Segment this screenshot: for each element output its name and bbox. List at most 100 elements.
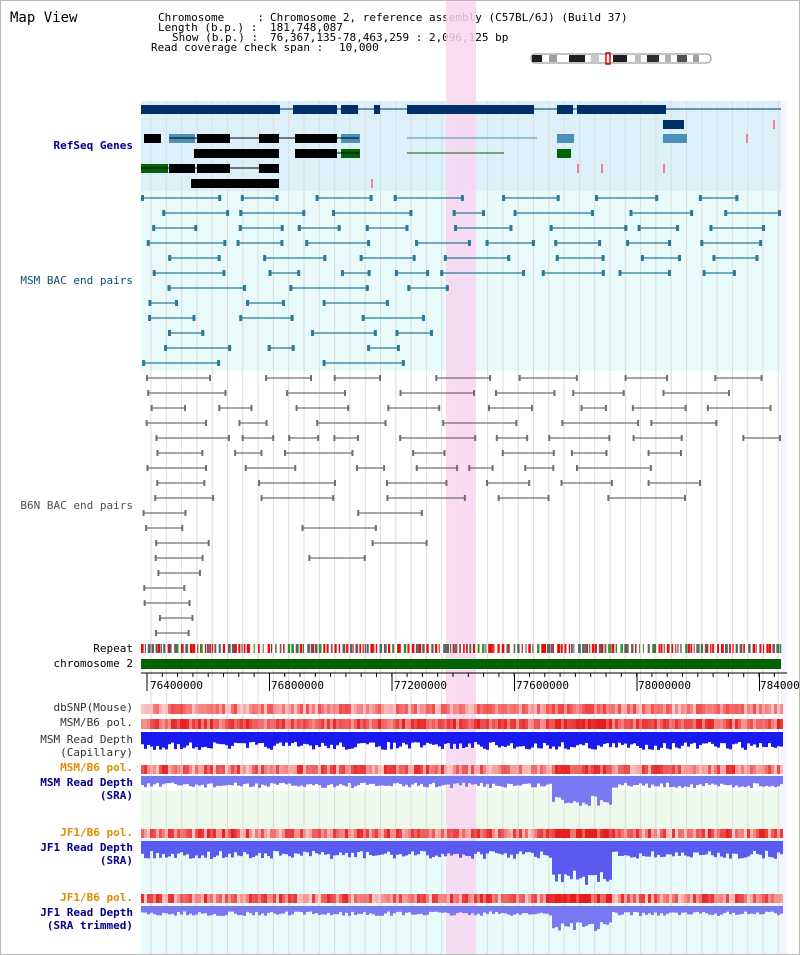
repeat-element bbox=[270, 644, 273, 653]
dbsnp-heat-cell bbox=[144, 704, 147, 714]
msm-capillary-depth-bar bbox=[393, 732, 396, 743]
msm-sra-depth-bar bbox=[366, 776, 369, 785]
jf1-b6-pol-2-heat-cell bbox=[375, 894, 378, 903]
dbsnp-heat-cell bbox=[738, 704, 741, 714]
msm-b6-pol-2-heat-cell bbox=[669, 765, 672, 774]
msm-sra-depth-bar bbox=[168, 776, 171, 784]
dbsnp-heat-cell bbox=[756, 704, 759, 714]
length-value: 181,748,087 bbox=[270, 21, 343, 34]
msm-bac-end bbox=[676, 225, 680, 231]
jf1-sra-trimmed-depth-bar bbox=[387, 906, 390, 912]
jf1-b6-pol-2-heat-cell bbox=[771, 894, 774, 903]
repeat-element bbox=[768, 644, 772, 653]
msm-capillary-depth-bar bbox=[453, 732, 456, 744]
dbsnp-heat-cell bbox=[354, 704, 357, 714]
jf1-sra-depth-bar bbox=[687, 841, 690, 857]
dbsnp-heat-cell bbox=[174, 704, 177, 714]
track-label-msm-bac[interactable]: MSM BAC end pairs bbox=[20, 274, 133, 287]
msm-bac-end bbox=[152, 270, 156, 276]
msm-b6-pol-2-heat-cell bbox=[690, 765, 693, 774]
dbsnp-heat-cell bbox=[195, 704, 198, 714]
msm-capillary-depth-bar bbox=[600, 732, 603, 747]
jf1-b6-pol-heat-cell bbox=[492, 829, 495, 838]
msm-capillary-depth-bar bbox=[630, 732, 633, 745]
dbsnp-heat-cell bbox=[264, 704, 267, 714]
msm-b6-pol-2-heat-cell bbox=[519, 765, 522, 774]
b6n-bac-end bbox=[310, 375, 313, 381]
track-label-refseq[interactable]: RefSeq Genes bbox=[53, 139, 133, 152]
msm-sra-depth-bar bbox=[612, 776, 615, 788]
msm-sra-depth-bar bbox=[408, 776, 411, 788]
repeat-element bbox=[717, 644, 720, 653]
jf1-sra-trimmed-depth-bar bbox=[318, 906, 321, 916]
jf1-sra-trimmed-depth-bar bbox=[510, 906, 513, 916]
b6n-bac-end bbox=[157, 570, 160, 576]
jf1-b6-pol-heat-cell bbox=[729, 829, 732, 838]
jf1-b6-pol-heat-cell bbox=[651, 829, 654, 838]
jf1-sra-trimmed-depth-bar bbox=[627, 906, 630, 913]
b6n-bac-end bbox=[561, 420, 564, 426]
track-label-b6n-bac[interactable]: B6N BAC end pairs bbox=[20, 499, 133, 512]
jf1-b6-pol-heat-cell bbox=[564, 829, 567, 838]
jf1-sra-depth-bar bbox=[417, 841, 420, 855]
msm-b6-pol-heat-cell bbox=[690, 719, 693, 729]
jf1-b6-pol-heat-cell bbox=[288, 829, 291, 838]
b6n-bac-end bbox=[145, 525, 148, 531]
chromosome-ideogram[interactable] bbox=[1, 1, 800, 81]
b6n-bac-end bbox=[379, 375, 382, 381]
msm-b6-pol-heat-cell bbox=[672, 719, 675, 729]
jf1-b6-pol-heat-cell bbox=[321, 829, 324, 838]
jf1-b6-pol-2-heat-cell bbox=[363, 894, 366, 903]
dbsnp-heat-cell bbox=[561, 704, 564, 714]
jf1-sra-depth-bar bbox=[612, 841, 615, 852]
msm-sra-depth-bar bbox=[291, 776, 294, 786]
repeat-element bbox=[591, 644, 595, 653]
repeat-element bbox=[262, 644, 264, 653]
msm-bac-end bbox=[168, 255, 172, 261]
msm-sra-depth-bar bbox=[618, 776, 621, 785]
msm-capillary-depth-bar bbox=[279, 732, 282, 743]
ideogram-band bbox=[693, 55, 699, 62]
jf1-sra-depth-bar bbox=[276, 841, 279, 852]
jf1-sra-depth-bar bbox=[720, 841, 723, 857]
jf1-sra-trimmed-depth-bar bbox=[396, 906, 399, 912]
repeat-element bbox=[724, 644, 728, 653]
msm-b6-pol-heat-cell bbox=[453, 719, 456, 729]
jf1-b6-pol-2-heat-cell bbox=[159, 894, 162, 903]
msm-bac-end bbox=[429, 330, 433, 336]
msm-sra-depth-bar bbox=[780, 776, 783, 785]
jf1-b6-pol-2-heat-cell bbox=[264, 894, 267, 903]
jf1-sra-trimmed-depth-bar bbox=[672, 906, 675, 913]
msm-b6-pol-heat-cell bbox=[447, 719, 450, 729]
jf1-sra-depth-bar bbox=[351, 841, 354, 853]
msm-capillary-depth-bar bbox=[327, 732, 330, 749]
jf1-sra-depth-bar bbox=[591, 841, 594, 876]
jf1-sra-trimmed-depth-bar bbox=[735, 906, 738, 915]
msm-capillary-depth-bar bbox=[570, 732, 573, 747]
msm-b6-pol-heat-cell bbox=[567, 719, 570, 729]
repeat-element bbox=[611, 644, 615, 653]
msm-capillary-depth-bar bbox=[660, 732, 663, 748]
repeat-element bbox=[375, 644, 378, 653]
msm-bac-end bbox=[218, 195, 222, 201]
msm-sra-depth-bar bbox=[345, 776, 348, 787]
dbsnp-heat-cell bbox=[390, 704, 393, 714]
msm-b6-pol-2-heat-cell bbox=[693, 765, 696, 774]
jf1-b6-pol-2-heat-cell bbox=[234, 894, 237, 903]
jf1-b6-pol-heat-cell bbox=[774, 829, 777, 838]
jf1-b6-pol-2-heat-cell bbox=[294, 894, 297, 903]
msm-capillary-depth-bar bbox=[678, 732, 681, 749]
jf1-sra-depth-bar bbox=[651, 841, 654, 852]
jf1-sra-trimmed-depth-bar bbox=[714, 906, 717, 914]
jf1-b6-pol-heat-cell bbox=[636, 829, 639, 838]
msm-capillary-depth-bar bbox=[603, 732, 606, 744]
b6n-bac-end bbox=[146, 465, 149, 471]
jf1-b6-pol-heat-cell bbox=[189, 829, 192, 838]
msm-capillary-depth-bar bbox=[450, 732, 453, 749]
msm-b6-pol-2-heat-cell bbox=[450, 765, 453, 774]
jf1-b6-pol-2-heat-cell bbox=[579, 894, 582, 903]
repeat-element bbox=[680, 644, 682, 653]
jf1-b6-pol-heat-cell bbox=[654, 829, 657, 838]
msm-sra-depth-bar bbox=[726, 776, 729, 786]
